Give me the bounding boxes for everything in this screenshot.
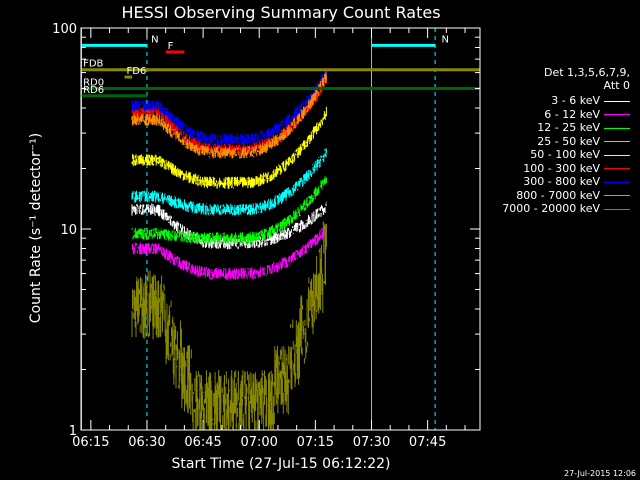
- legend-entry: 300 - 800 keV: [523, 175, 630, 188]
- x-tick-label: 07:15: [297, 435, 334, 450]
- legend-entry: 3 - 6 keV: [551, 94, 630, 107]
- legend-entry: 50 - 100 keV: [530, 148, 630, 161]
- series-line: [131, 148, 327, 216]
- flag-label: FD6: [127, 66, 147, 77]
- legend-swatch: [604, 208, 630, 210]
- legend-entry: 12 - 25 keV: [537, 121, 630, 134]
- y-tick-label: 1: [69, 424, 77, 439]
- legend-swatch: [604, 168, 630, 169]
- legend-label: 6 - 12 keV: [544, 107, 600, 121]
- legend-swatch: [604, 141, 630, 142]
- x-tick-label: 06:15: [72, 435, 109, 450]
- flag-label: RD0: [83, 78, 104, 89]
- legend-entry: 6 - 12 keV: [544, 108, 630, 121]
- series-line: [131, 176, 327, 245]
- flag-label: FDB: [83, 59, 103, 70]
- legend-entry: 7000 - 20000 keV: [502, 202, 630, 215]
- legend-swatch: [604, 114, 630, 115]
- series-line: [131, 225, 327, 280]
- flag-label: F: [168, 41, 174, 52]
- x-axis-label: Start Time (27-Jul-15 06:12:22): [171, 456, 390, 472]
- x-axis-ticks: 06:15 06:30 06:45 07:00 07:15 07:30 07:45: [72, 28, 466, 450]
- series-line: [131, 106, 327, 189]
- legend-header-2: Att 0: [603, 79, 630, 92]
- legend-label: 25 - 50 keV: [537, 134, 600, 148]
- legend-label: 7000 - 20000 keV: [502, 202, 600, 215]
- legend-swatch: [604, 127, 630, 129]
- x-tick-label: 06:30: [128, 435, 165, 450]
- legend-label: 3 - 6 keV: [551, 94, 600, 107]
- legend-entry: 800 - 7000 keV: [516, 189, 630, 202]
- series-line: [131, 201, 327, 250]
- chart-title: HESSI Observing Summary Count Rates: [121, 3, 440, 22]
- series-line: [131, 70, 327, 146]
- y-axis-label: Count Rate (s⁻¹ detector⁻¹): [28, 133, 44, 323]
- legend-label: 12 - 25 keV: [537, 121, 600, 134]
- legend-swatch: [604, 100, 630, 102]
- legend-swatch: [604, 154, 630, 156]
- y-axis-ticks: 1 10 100: [52, 22, 480, 439]
- x-tick-label: 07:00: [240, 435, 277, 450]
- legend-swatch: [604, 181, 630, 183]
- legend-label: 50 - 100 keV: [530, 148, 600, 161]
- legend-header-1: Det 1,3,5,6,7,9,: [543, 66, 630, 79]
- legend-label: 300 - 800 keV: [523, 175, 600, 188]
- series-line: [131, 71, 327, 159]
- x-tick-label: 07:45: [409, 435, 446, 450]
- flag-label: RD6: [83, 85, 104, 96]
- x-tick-label: 06:45: [184, 435, 221, 450]
- flag-label: N: [441, 34, 448, 45]
- x-tick-label: 07:30: [353, 435, 390, 450]
- y-tick-label: 100: [52, 22, 77, 37]
- series-line: [131, 221, 327, 430]
- flag-label: N: [151, 34, 158, 45]
- legend-entry: 100 - 300 keV: [523, 162, 630, 175]
- legend-label: 800 - 7000 keV: [516, 188, 600, 202]
- footer-date: 27-Jul-2015 12:06: [564, 469, 636, 478]
- legend-label: 100 - 300 keV: [523, 161, 600, 175]
- legend-swatch: [604, 195, 630, 196]
- legend-entry: 25 - 50 keV: [537, 135, 630, 148]
- y-tick-label: 10: [60, 223, 77, 238]
